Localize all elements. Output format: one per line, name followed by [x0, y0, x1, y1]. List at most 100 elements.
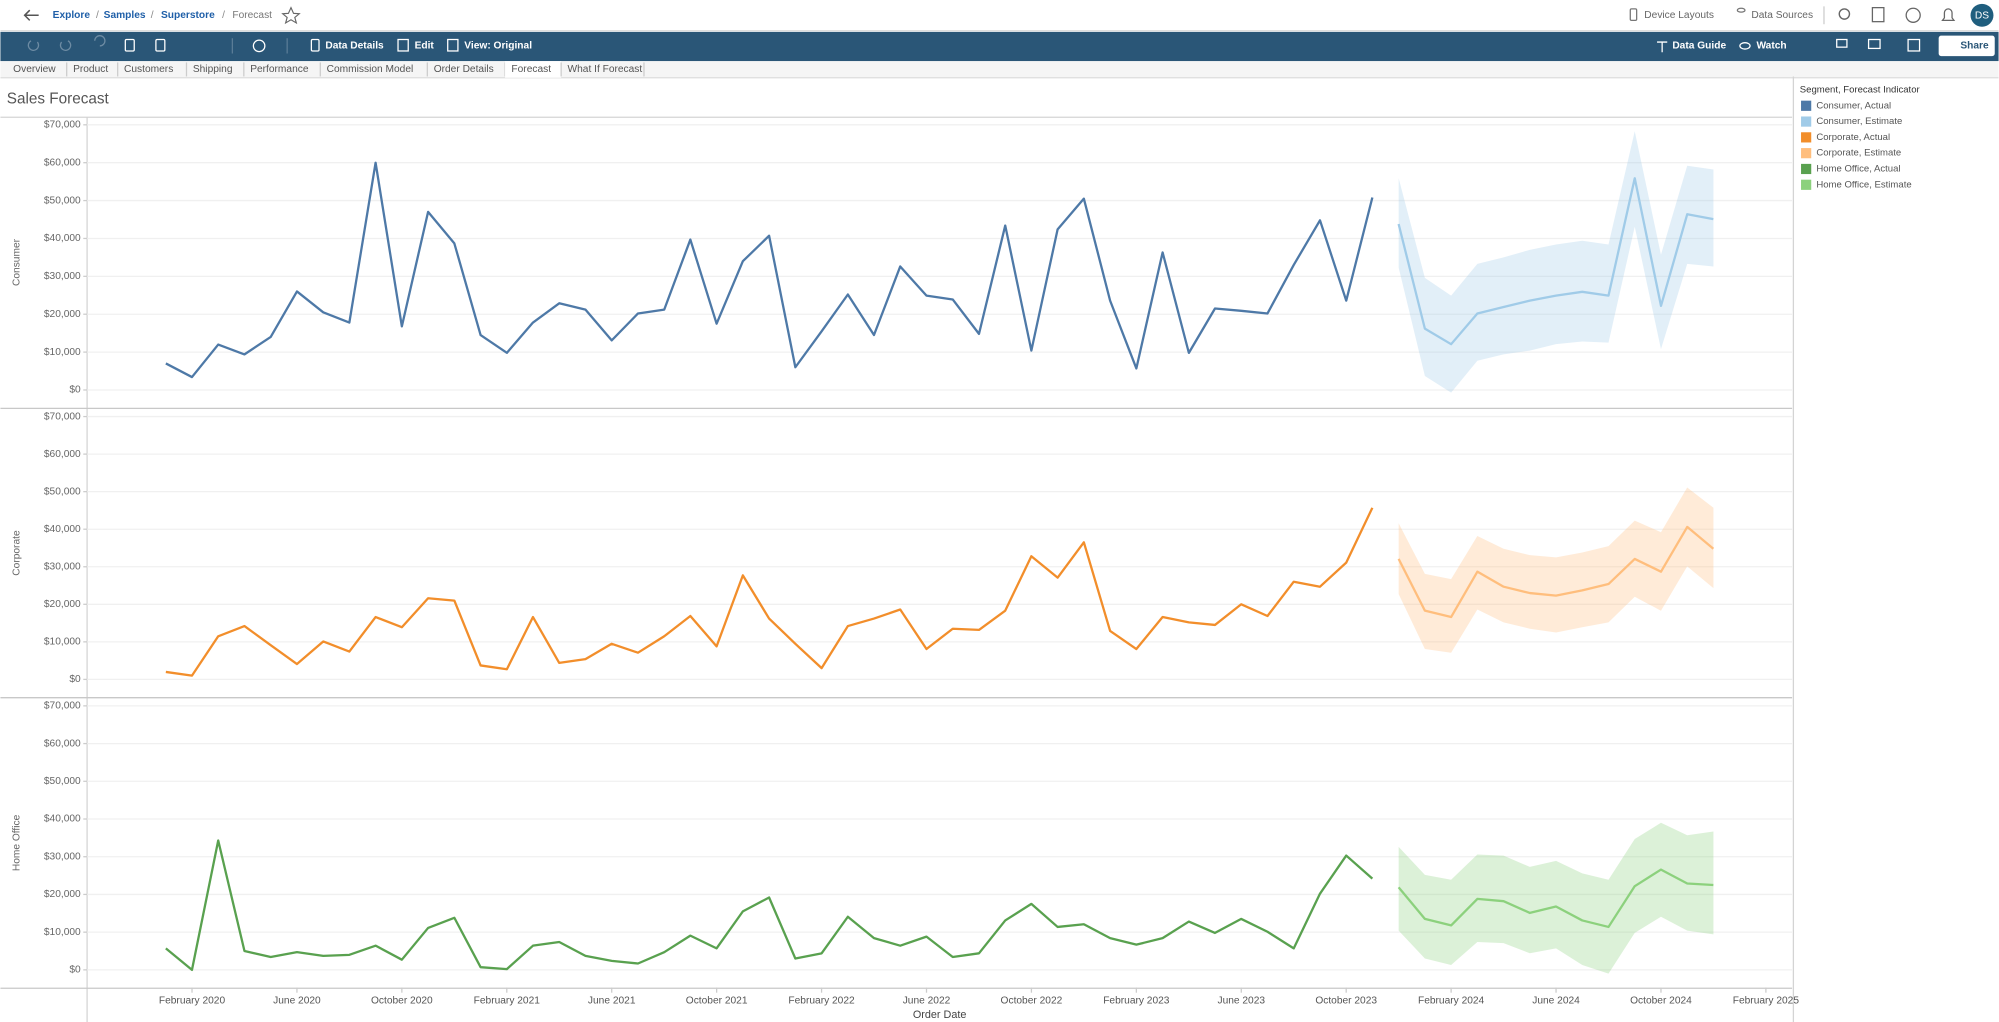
- y-tick-label: $10,000: [44, 927, 81, 938]
- favorite-star[interactable]: [281, 6, 301, 25]
- chart-title: Sales Forecast: [7, 90, 110, 107]
- legend-label[interactable]: Home Office, Estimate: [1816, 179, 1911, 190]
- x-tick-label: October 2023: [1315, 996, 1377, 1007]
- series-line: [165, 507, 1374, 677]
- x-tick-label: June 2024: [1532, 996, 1580, 1007]
- breadcrumb: Forecast: [232, 10, 272, 21]
- redo-button[interactable]: [59, 40, 72, 51]
- breadcrumb[interactable]: Superstore: [161, 10, 215, 21]
- header-bar: [0, 0, 1999, 31]
- tab[interactable]: Order Details: [434, 64, 494, 75]
- legend-swatch: [1801, 100, 1812, 111]
- data-details-icon: [310, 38, 320, 52]
- toolbar-button[interactable]: Edit: [415, 41, 435, 52]
- panel-label: Corporate: [12, 530, 23, 576]
- y-tick-label: $40,000: [44, 233, 81, 244]
- panel-label: Consumer: [12, 238, 23, 286]
- legend-label[interactable]: Corporate, Actual: [1816, 132, 1890, 143]
- legend-swatch: [1801, 148, 1812, 159]
- x-tick-label: February 2020: [159, 996, 226, 1007]
- tab[interactable]: Performance: [250, 64, 309, 75]
- legend-title: Segment, Forecast Indicator: [1800, 84, 1921, 95]
- panel-label: Home Office: [12, 814, 23, 871]
- x-tick-label: June 2022: [903, 996, 951, 1007]
- toolbar-button[interactable]: Watch: [1756, 41, 1786, 52]
- plot: Consumer $0 $10,000 $20,000 $30,000 $40,000 $5…: [0, 76, 1799, 1022]
- tab[interactable]: Forecast: [511, 64, 551, 75]
- refresh-button[interactable]: [124, 38, 135, 52]
- avatar[interactable]: [1970, 3, 1994, 27]
- download-button[interactable]: [1867, 38, 1881, 50]
- separator: /: [222, 10, 225, 21]
- tabs: Overview Product Customers Shipping Performa…: [13, 61, 645, 78]
- header-action[interactable]: Data Sources: [1751, 10, 1813, 21]
- tab[interactable]: Shipping: [193, 64, 233, 75]
- x-axis-title: Order Date: [913, 1009, 967, 1021]
- metrics-button[interactable]: [252, 39, 266, 53]
- edit-icon: [397, 38, 409, 52]
- toolbar-button[interactable]: Data Guide: [1672, 41, 1726, 52]
- x-tick-label: October 2022: [1001, 996, 1063, 1007]
- data-guide-icon: [1657, 41, 1668, 53]
- notes-button[interactable]: [1871, 7, 1885, 23]
- toolbar-button[interactable]: Data Details: [325, 41, 384, 52]
- toolbar-button[interactable]: Share: [1960, 41, 1989, 52]
- tab[interactable]: Product: [73, 64, 108, 75]
- y-tick-label: $70,000: [44, 120, 81, 131]
- breadcrumb[interactable]: Samples: [104, 10, 146, 21]
- tab-strip: [0, 61, 1999, 78]
- tab[interactable]: Overview: [13, 64, 56, 75]
- y-tick-label: $10,000: [44, 637, 81, 648]
- avatar-initials: DS: [1975, 11, 1989, 22]
- breadcrumb[interactable]: Explore: [53, 10, 91, 21]
- comments-button[interactable]: [1836, 38, 1848, 48]
- x-tick-label: October 2024: [1630, 996, 1692, 1007]
- x-tick-label: June 2023: [1217, 996, 1265, 1007]
- header-action[interactable]: Device Layouts: [1644, 10, 1714, 21]
- y-tick-label: $20,000: [44, 599, 81, 610]
- toolbar-button[interactable]: View: Original: [464, 41, 532, 52]
- tab[interactable]: What If Forecast: [568, 64, 643, 75]
- x-tick-label: June 2020: [273, 996, 321, 1007]
- revert-button[interactable]: [94, 35, 106, 47]
- x-tick-label: February 2022: [788, 996, 855, 1007]
- x-tick-label: October 2020: [371, 996, 433, 1007]
- x-tick-label: February 2025: [1733, 996, 1800, 1007]
- y-tick-label: $50,000: [44, 776, 81, 787]
- series-line: [165, 839, 1374, 972]
- legend-label[interactable]: Consumer, Actual: [1816, 100, 1891, 111]
- tab[interactable]: Customers: [124, 64, 173, 75]
- tab[interactable]: Commission Model: [327, 64, 414, 75]
- y-tick-label: $20,000: [44, 309, 81, 320]
- x-tick-label: February 2023: [1103, 996, 1170, 1007]
- y-tick-label: $30,000: [44, 271, 81, 282]
- x-tick-label: February 2024: [1418, 996, 1485, 1007]
- fullscreen-button[interactable]: [1907, 38, 1921, 52]
- back-button[interactable]: [23, 9, 39, 21]
- share-button[interactable]: [1938, 35, 1995, 57]
- y-tick-label: $30,000: [44, 851, 81, 862]
- legend-label[interactable]: Home Office, Actual: [1816, 163, 1900, 174]
- legend-label[interactable]: Consumer, Estimate: [1816, 116, 1902, 127]
- separator: /: [96, 10, 99, 21]
- notifications-button[interactable]: [1941, 8, 1956, 22]
- y-tick-label: $60,000: [44, 449, 81, 460]
- y-tick-label: $60,000: [44, 157, 81, 168]
- help-button[interactable]: [1905, 7, 1921, 23]
- y-tick-label: $10,000: [44, 347, 81, 358]
- pause-button[interactable]: [155, 38, 166, 52]
- legend-swatch: [1801, 179, 1812, 190]
- y-tick-label: $40,000: [44, 814, 81, 825]
- series-line: [1397, 525, 1715, 619]
- y-tick-label: $70,000: [44, 701, 81, 712]
- undo-button[interactable]: [27, 40, 40, 51]
- confidence-band: [1398, 487, 1714, 653]
- datasource-icon: [1736, 7, 1746, 13]
- legend: Segment, Forecast Indicator Consumer, Act…: [1800, 84, 1921, 190]
- legend-swatch: [1801, 163, 1812, 175]
- legend-label[interactable]: Corporate, Estimate: [1816, 148, 1901, 159]
- search-button[interactable]: [1838, 8, 1851, 20]
- confidence-band: [1398, 822, 1714, 974]
